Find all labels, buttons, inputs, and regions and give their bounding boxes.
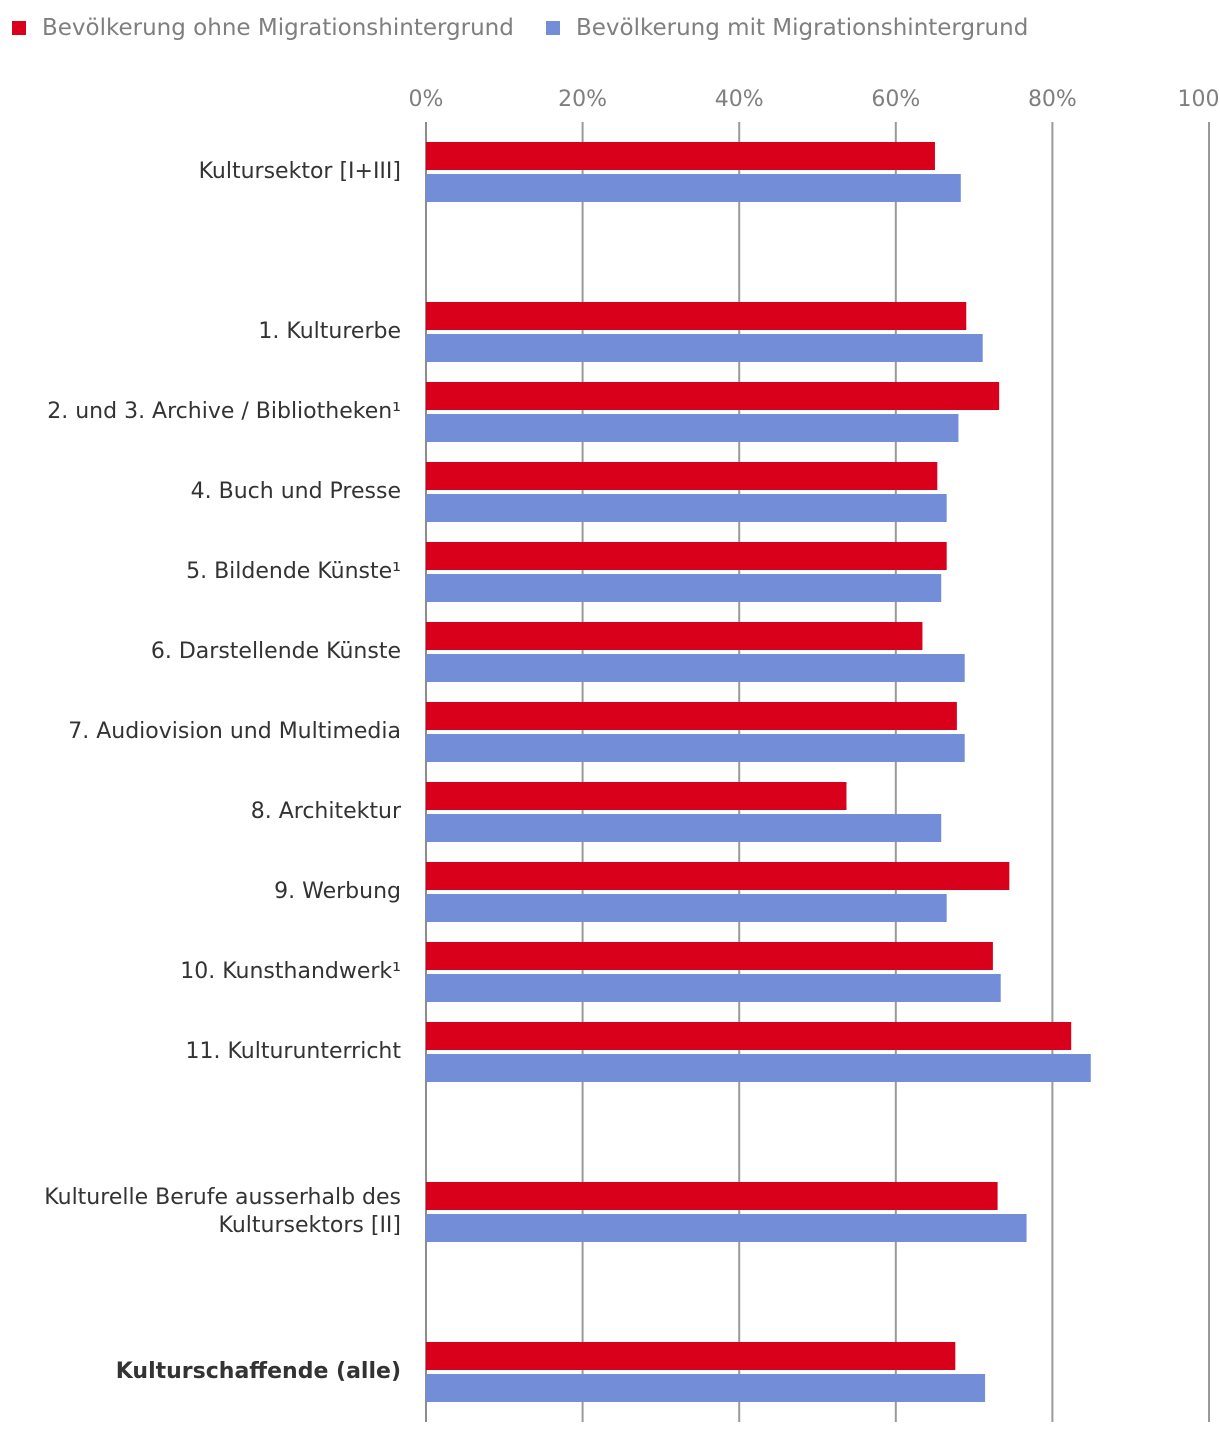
bar-ohne-7 [426,782,847,810]
bar-ohne-8 [426,862,1010,890]
legend-swatch-mit [546,21,560,35]
category-label-1: 1. Kulturerbe [258,319,401,344]
category-label-0: Kultursektor [I+III] [199,159,401,184]
tick-label-4: 80% [1028,87,1077,112]
legend: Bevölkerung ohne Migrationshintergrund Be… [12,15,1028,41]
bar-ohne-10 [426,1022,1072,1050]
bar-mit-8 [426,894,947,922]
bar-ohne-5 [426,622,923,650]
bar-mit-0 [426,174,961,202]
category-label-12: Kulturschaffende (alle) [116,1359,401,1384]
bar-ohne-3 [426,462,938,490]
bar-ohne-4 [426,542,947,570]
tick-label-3: 60% [871,87,920,112]
category-label-4: 5. Bildende Künste¹ [186,559,401,584]
tick-label-2: 40% [715,87,764,112]
bar-mit-1 [426,334,983,362]
category-label-11-line-1: Kultursektors [II] [219,1213,401,1238]
bar-ohne-12 [426,1342,956,1370]
bar-mit-6 [426,734,965,762]
bar-ohne-9 [426,942,993,970]
tick-label-5: 100% [1178,87,1220,112]
category-label-11-line-0: Kulturelle Berufe ausserhalb des [44,1185,401,1210]
tick-label-0: 0% [409,87,444,112]
legend-label-ohne: Bevölkerung ohne Migrationshintergrund [42,15,514,41]
bar-mit-10 [426,1054,1091,1082]
category-label-10: 11. Kulturunterricht [185,1039,401,1064]
bar-ohne-2 [426,382,1000,410]
bar-mit-9 [426,974,1001,1002]
bar-mit-11 [426,1214,1027,1242]
category-label-2: 2. und 3. Archive / Bibliotheken¹ [47,399,401,424]
bar-mit-3 [426,494,947,522]
category-labels: Kultursektor [I+III] 1. Kulturerbe 2. und … [44,159,402,1384]
bar-ohne-6 [426,702,957,730]
category-label-7: 8. Architektur [251,799,402,824]
category-label-8: 9. Werbung [274,879,401,904]
bar-mit-5 [426,654,965,682]
bar-ohne-0 [426,142,935,170]
category-label-5: 6. Darstellende Künste [151,639,401,664]
category-label-3: 4. Buch und Presse [191,479,401,504]
category-label-9: 10. Kunsthandwerk¹ [180,959,401,984]
x-axis-ticks: 0% 20% 40% 60% 80% 100% [409,87,1220,112]
bar-ohne-11 [426,1182,998,1210]
bar-mit-2 [426,414,959,442]
bar-mit-12 [426,1374,986,1402]
bar-mit-4 [426,574,942,602]
bar-mit-7 [426,814,942,842]
legend-label-mit: Bevölkerung mit Migrationshintergrund [576,15,1028,41]
category-label-6: 7. Audiovision und Multimedia [68,719,401,744]
bar-ohne-1 [426,302,967,330]
tick-label-1: 20% [558,87,607,112]
bars [426,142,1091,1402]
legend-swatch-ohne [12,21,26,35]
